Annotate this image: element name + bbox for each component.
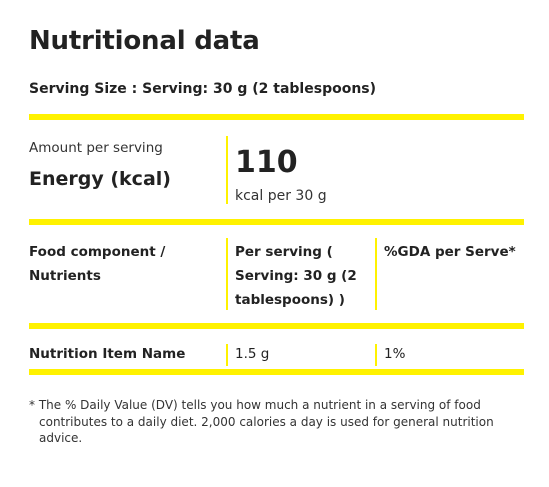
energy-value: 110 — [235, 145, 298, 180]
energy-unit: kcal per 30 g — [235, 188, 327, 204]
nutrient-per-serving-cell: 1.5 g — [235, 346, 270, 362]
nutrient-name-cell: Nutrition Item Name — [29, 346, 186, 362]
divider-bar — [29, 323, 524, 329]
footnote: * The % Daily Value (DV) tells you how m… — [29, 398, 494, 445]
amount-per-serving-label: Amount per serving — [29, 140, 163, 156]
energy-label: Energy (kcal) — [29, 168, 171, 190]
column-divider — [375, 238, 377, 310]
header-food-component: Food component / Nutrients — [29, 244, 166, 284]
header-gda: %GDA per Serve* — [384, 244, 516, 260]
nutrient-gda-cell: 1% — [384, 346, 406, 362]
divider-bar — [29, 369, 524, 375]
column-divider — [226, 344, 228, 366]
divider-bar — [29, 114, 524, 120]
divider-bar — [29, 219, 524, 225]
serving-size-label: Serving Size : Serving: 30 g (2 tablespo… — [29, 81, 377, 97]
header-per-serving: Per serving ( Serving: 30 g (2 tablespoo… — [235, 244, 357, 308]
column-divider — [375, 344, 377, 366]
page-title: Nutritional data — [29, 26, 260, 56]
column-divider — [226, 238, 228, 310]
column-divider — [226, 136, 228, 204]
